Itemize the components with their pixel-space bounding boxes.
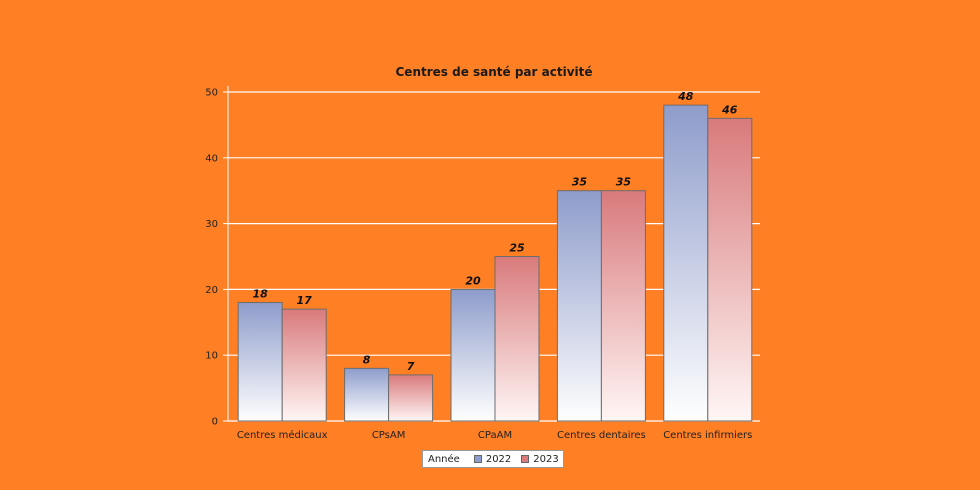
bar [663,104,709,422]
data-label: 20 [465,274,481,287]
data-label: 35 [616,176,632,189]
legend: Année 2022 2023 [422,450,564,468]
data-labels: 18 17 8 7 20 25 35 35 48 46 [253,90,738,373]
bar [237,302,283,422]
y-tick-label: 40 [205,153,218,164]
legend-swatch-2023 [521,455,530,463]
data-label: 8 [363,353,371,366]
x-tick-label: CPsAM [372,430,406,441]
data-label: 7 [407,360,415,373]
bar [600,190,646,422]
bars [237,104,753,422]
x-tick-label: Centres dentaires [557,430,646,441]
y-tick-label: 10 [205,351,218,362]
data-label: 17 [297,294,313,307]
y-tick-label: 0 [212,417,218,428]
data-label: 46 [721,103,738,116]
y-tick-label: 50 [205,88,218,99]
chart-title: Centres de santé par activité [396,65,593,79]
x-axis: Centres médicaux CPsAM CPaAM Centres dentai… [237,429,753,441]
legend-item-2022: 2022 [473,453,512,465]
x-tick-label: CPaAM [478,430,512,441]
x-tick-label: Centres médicaux [237,429,328,441]
y-tick-label: 30 [205,219,218,230]
bar [388,374,434,422]
bar [281,308,327,422]
data-label: 35 [572,176,588,189]
bar [344,367,390,422]
legend-title: Année [428,453,460,465]
y-axis: 0 10 20 30 40 50 [205,88,218,428]
y-tick-label: 20 [205,285,218,296]
bar [450,288,496,422]
data-label: 18 [253,288,269,301]
bar [556,190,602,422]
data-label: 48 [677,90,694,103]
data-label: 25 [509,242,525,255]
legend-item-2023: 2023 [521,453,559,465]
legend-label-2022: 2022 [485,453,512,465]
legend-swatch-2022 [473,455,482,463]
bar [707,117,753,422]
x-tick-label: Centres infirmiers [663,430,752,441]
bar [494,256,540,422]
legend-label-2023: 2023 [533,453,559,465]
